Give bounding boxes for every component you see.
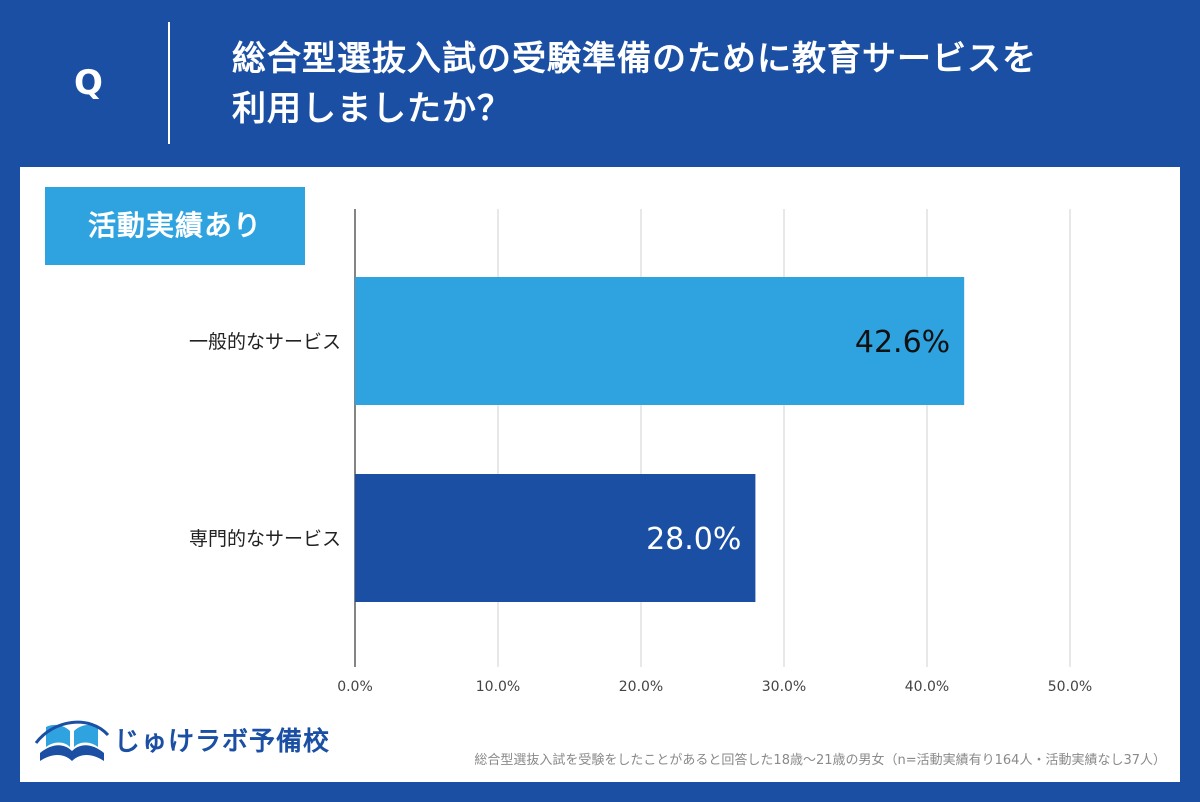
x-tick-label: 30.0% [762, 679, 806, 695]
x-tick-label: 0.0% [337, 679, 373, 695]
question-marker: Q [74, 63, 103, 103]
header: Q 総合型選抜入試の受験準備のために教育サービスを 利用しましたか？ [0, 0, 1200, 165]
data-label: 42.6% [855, 325, 950, 360]
bar [355, 277, 965, 405]
bar-chart: 0.0% 10.0% 20.0% 30.0% 40.0% 50.0% 42.6% 一般的なサー… [189, 209, 1092, 695]
question-line-1: 総合型選抜入試の受験準備のために教育サービスを [232, 39, 1037, 79]
x-tick-label: 50.0% [1048, 679, 1092, 695]
header-divider [168, 22, 170, 144]
footnote: 総合型選抜入試を受験をしたことがあると回答した18歳～21歳の男女（n=活動実績… [474, 753, 1166, 768]
question-line-2: 利用しましたか？ [232, 89, 512, 129]
open-book-icon [34, 720, 110, 761]
x-tick-label: 40.0% [905, 679, 949, 695]
question-text: 総合型選抜入試の受験準備のために教育サービスを 利用しましたか？ [232, 34, 1132, 134]
data-label: 28.0% [646, 522, 741, 557]
x-tick-label: 20.0% [619, 679, 663, 695]
x-tick-label: 10.0% [476, 679, 520, 695]
brand-logo: じゅけラボ予備校 [34, 713, 354, 769]
category-label: 専門的なサービス [189, 528, 341, 550]
chart-panel: 活動実績あり 0.0% 10.0% 20.0% 30.0% 40.0% 50.0% 42.6… [20, 167, 1180, 782]
section-label: 活動実績あり [45, 187, 305, 265]
bar [355, 474, 756, 602]
category-label: 一般的なサービス [189, 331, 341, 353]
brand-name: じゅけラボ予備校 [114, 727, 331, 757]
